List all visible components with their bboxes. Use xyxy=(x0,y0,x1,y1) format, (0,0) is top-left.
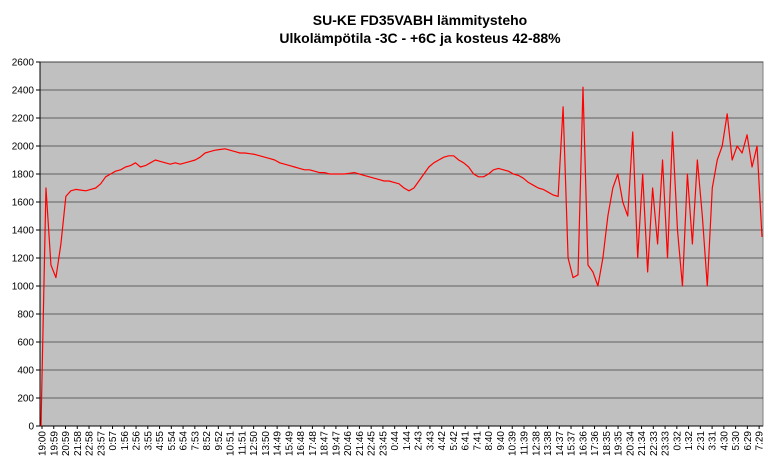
x-tick-label: 6:29 xyxy=(743,431,754,451)
x-tick-label: 19:00 xyxy=(38,431,49,456)
x-tick-label: 21:58 xyxy=(73,431,84,456)
x-tick-label: 23:57 xyxy=(96,431,107,456)
y-tick-label: 200 xyxy=(17,394,34,405)
chart-title: SU-KE FD35VABH lämmitysteho xyxy=(313,12,527,28)
x-tick-label: 4:55 xyxy=(155,431,166,451)
x-tick-label: 2:56 xyxy=(132,431,143,451)
y-axis: 0 200 400 600 800 1000 1200 1400 1600 1800 2000 220… xyxy=(12,58,41,433)
y-tick-label: 1200 xyxy=(12,254,35,265)
x-tick-label: 4:42 xyxy=(437,431,448,451)
x-tick-label: 1:32 xyxy=(684,431,695,451)
x-tick-label: 7:41 xyxy=(472,431,483,451)
x-tick-label: 10:51 xyxy=(226,431,237,456)
x-tick-label: 15:49 xyxy=(284,431,295,456)
y-tick-label: 0 xyxy=(28,422,34,433)
x-tick-label: 14:49 xyxy=(273,431,284,456)
x-tick-label: 19:47 xyxy=(331,431,342,456)
x-tick-label: 9:40 xyxy=(496,431,507,451)
y-tick-label: 1000 xyxy=(12,282,35,293)
x-tick-label: 3:43 xyxy=(425,431,436,451)
x-tick-label: 16:48 xyxy=(296,431,307,456)
x-tick-label: 3:31 xyxy=(708,431,719,451)
y-tick-label: 2400 xyxy=(12,86,35,97)
x-tick-label: 8:52 xyxy=(202,431,213,451)
x-tick-label: 3:55 xyxy=(143,431,154,451)
series-group xyxy=(40,86,763,427)
x-tick-label: 0:57 xyxy=(108,431,119,451)
x-tick-label: 1:44 xyxy=(402,431,413,451)
y-tick-label: 2000 xyxy=(12,142,35,153)
grid-lines xyxy=(40,61,763,399)
x-tick-label: 7:29 xyxy=(755,431,766,451)
x-tick-label: 22:33 xyxy=(649,431,660,456)
x-tick-label: 19:59 xyxy=(49,431,60,456)
x-tick-label: 7:53 xyxy=(190,431,201,451)
y-tick-label: 2600 xyxy=(12,58,35,69)
x-tick-label: 18:35 xyxy=(602,431,613,456)
y-tick-label: 400 xyxy=(17,366,34,377)
x-tick-label: 10:39 xyxy=(508,431,519,456)
x-tick-label: 22:45 xyxy=(367,431,378,456)
x-tick-label: 6:54 xyxy=(179,431,190,451)
x-tick-label: 2:31 xyxy=(696,431,707,451)
y-tick-label: 2200 xyxy=(12,114,35,125)
x-tick-label: 20:34 xyxy=(625,431,636,456)
x-tick-label: 17:36 xyxy=(590,431,601,456)
y-tick-label: 800 xyxy=(17,310,34,321)
x-tick-label: 19:35 xyxy=(614,431,625,456)
x-tick-label: 5:42 xyxy=(449,431,460,451)
x-tick-label: 21:34 xyxy=(637,431,648,456)
x-tick-label: 5:54 xyxy=(167,431,178,451)
x-tick-label: 16:36 xyxy=(578,431,589,456)
x-tick-label: 17:48 xyxy=(308,431,319,456)
x-tick-label: 4:30 xyxy=(719,431,730,451)
x-tick-label: 22:58 xyxy=(85,431,96,456)
y-tick-label: 1600 xyxy=(12,198,35,209)
x-tick-label: 11:39 xyxy=(520,431,531,456)
x-axis: 19:00 19:59 20:59 21:58 22:58 23:57 0:57 1:56 2:… xyxy=(38,425,766,456)
x-tick-label: 20:59 xyxy=(61,431,72,456)
x-tick-label: 8:40 xyxy=(484,431,495,451)
x-tick-label: 1:56 xyxy=(120,431,131,451)
x-tick-label: 12:50 xyxy=(249,431,260,456)
chart-subtitle: Ulkolämpötila -3C - +6C ja kosteus 42-88… xyxy=(279,30,561,46)
x-tick-label: 0:32 xyxy=(672,431,683,451)
x-tick-label: 0:44 xyxy=(390,431,401,451)
x-tick-label: 18:47 xyxy=(320,431,331,456)
x-tick-label: 23:33 xyxy=(661,431,672,456)
x-tick-label: 20:46 xyxy=(343,431,354,456)
y-tick-label: 1400 xyxy=(12,226,35,237)
x-tick-label: 9:52 xyxy=(214,431,225,451)
x-tick-label: 23:45 xyxy=(378,431,389,456)
x-tick-label: 21:46 xyxy=(355,431,366,456)
x-tick-label: 15:37 xyxy=(567,431,578,456)
x-tick-label: 11:51 xyxy=(237,431,248,456)
y-tick-label: 1800 xyxy=(12,170,35,181)
x-tick-label: 5:30 xyxy=(731,431,742,451)
series-line xyxy=(40,86,763,427)
x-tick-label: 2:43 xyxy=(414,431,425,451)
x-tick-label: 13:38 xyxy=(543,431,554,456)
x-tick-label: 13:50 xyxy=(261,431,272,456)
plot-area xyxy=(39,61,764,427)
x-tick-label: 14:37 xyxy=(555,431,566,456)
y-tick-label: 600 xyxy=(17,338,34,349)
x-tick-label: 12:38 xyxy=(531,431,542,456)
x-tick-label: 6:41 xyxy=(461,431,472,451)
